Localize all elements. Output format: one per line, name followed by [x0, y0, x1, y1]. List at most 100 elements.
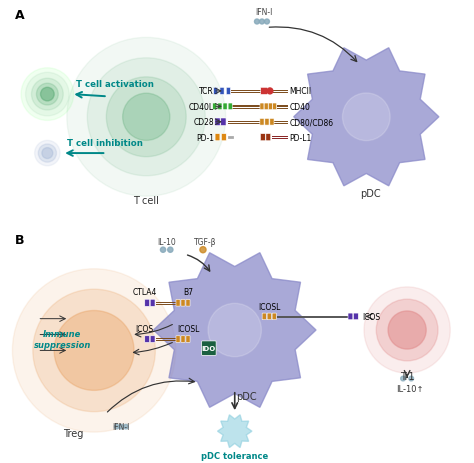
Text: CD80/CD86: CD80/CD86: [289, 118, 333, 127]
FancyBboxPatch shape: [267, 313, 271, 320]
FancyBboxPatch shape: [213, 104, 217, 110]
FancyBboxPatch shape: [266, 134, 271, 141]
Text: ICOS: ICOS: [362, 312, 380, 321]
FancyBboxPatch shape: [223, 104, 227, 110]
FancyBboxPatch shape: [226, 88, 230, 95]
Text: CTLA4: CTLA4: [132, 288, 156, 297]
Circle shape: [12, 269, 176, 432]
Circle shape: [21, 69, 73, 121]
FancyBboxPatch shape: [270, 119, 274, 126]
Text: CD40: CD40: [289, 103, 310, 112]
Text: ICOSL: ICOSL: [258, 302, 281, 311]
Polygon shape: [218, 415, 252, 448]
Circle shape: [106, 78, 186, 157]
Circle shape: [123, 94, 170, 141]
Circle shape: [401, 376, 405, 381]
Circle shape: [343, 94, 390, 141]
Text: pDC tolerance: pDC tolerance: [201, 451, 268, 460]
Text: B7: B7: [183, 288, 193, 297]
Polygon shape: [294, 49, 439, 187]
FancyBboxPatch shape: [150, 336, 155, 343]
Circle shape: [267, 89, 273, 94]
Text: T cell inhibition: T cell inhibition: [67, 139, 143, 148]
FancyBboxPatch shape: [260, 134, 265, 141]
FancyBboxPatch shape: [201, 341, 216, 356]
Text: Immune
suppression: Immune suppression: [34, 330, 91, 349]
Text: Treg: Treg: [64, 428, 84, 438]
Circle shape: [41, 88, 54, 102]
Circle shape: [200, 247, 206, 253]
Circle shape: [38, 144, 56, 163]
Polygon shape: [154, 253, 316, 407]
FancyBboxPatch shape: [228, 104, 232, 110]
Circle shape: [208, 304, 261, 357]
Circle shape: [168, 248, 173, 253]
FancyBboxPatch shape: [260, 119, 264, 126]
FancyBboxPatch shape: [145, 300, 150, 307]
FancyBboxPatch shape: [268, 104, 273, 110]
Text: Tr1: Tr1: [400, 371, 414, 381]
Text: IL-10: IL-10: [157, 238, 176, 246]
FancyBboxPatch shape: [273, 104, 277, 110]
FancyBboxPatch shape: [272, 313, 276, 320]
Text: IL-10↑: IL-10↑: [396, 385, 423, 394]
FancyBboxPatch shape: [176, 300, 180, 307]
Circle shape: [160, 248, 166, 253]
Circle shape: [35, 141, 60, 166]
FancyBboxPatch shape: [215, 119, 220, 126]
FancyBboxPatch shape: [262, 313, 266, 320]
Text: PD-1: PD-1: [196, 133, 214, 143]
Text: IFN-I: IFN-I: [255, 7, 273, 17]
Text: ICOS: ICOS: [136, 325, 154, 333]
FancyBboxPatch shape: [186, 336, 190, 343]
Circle shape: [67, 38, 226, 197]
Circle shape: [376, 300, 438, 361]
FancyBboxPatch shape: [186, 300, 190, 307]
FancyBboxPatch shape: [145, 336, 150, 343]
FancyBboxPatch shape: [264, 104, 268, 110]
Circle shape: [388, 311, 426, 349]
Circle shape: [264, 20, 269, 25]
Circle shape: [409, 376, 414, 381]
Text: T cell activation: T cell activation: [76, 80, 154, 89]
Text: TGF-β: TGF-β: [194, 238, 217, 246]
Text: PD-L1: PD-L1: [289, 133, 311, 143]
Text: pDC: pDC: [361, 189, 381, 199]
Text: ICOSL: ICOSL: [177, 325, 199, 333]
Text: B: B: [15, 234, 24, 247]
FancyBboxPatch shape: [221, 134, 226, 141]
Text: IFN-I: IFN-I: [113, 422, 130, 431]
FancyBboxPatch shape: [221, 119, 226, 126]
Text: IDO: IDO: [202, 345, 216, 351]
FancyBboxPatch shape: [150, 300, 155, 307]
FancyBboxPatch shape: [260, 104, 264, 110]
Circle shape: [33, 289, 155, 412]
FancyBboxPatch shape: [181, 336, 185, 343]
FancyBboxPatch shape: [214, 88, 218, 95]
FancyBboxPatch shape: [215, 134, 220, 141]
Text: T cell: T cell: [133, 195, 159, 206]
FancyBboxPatch shape: [220, 88, 224, 95]
FancyBboxPatch shape: [261, 88, 267, 95]
Circle shape: [364, 287, 450, 373]
FancyBboxPatch shape: [181, 300, 185, 307]
Circle shape: [87, 59, 205, 176]
Circle shape: [259, 20, 264, 25]
Text: TCR: TCR: [199, 87, 214, 96]
FancyBboxPatch shape: [218, 104, 222, 110]
Circle shape: [42, 148, 53, 159]
FancyBboxPatch shape: [265, 119, 269, 126]
Text: CD40L: CD40L: [189, 103, 214, 112]
Circle shape: [115, 425, 119, 429]
Text: pDC: pDC: [236, 392, 256, 401]
Text: CD28: CD28: [193, 118, 214, 127]
FancyBboxPatch shape: [176, 336, 180, 343]
FancyBboxPatch shape: [348, 313, 353, 320]
Circle shape: [124, 425, 128, 429]
Text: MHCII: MHCII: [289, 87, 311, 96]
Circle shape: [54, 311, 134, 390]
FancyBboxPatch shape: [354, 313, 358, 320]
Circle shape: [36, 84, 58, 106]
Circle shape: [26, 73, 69, 117]
Circle shape: [31, 79, 63, 111]
